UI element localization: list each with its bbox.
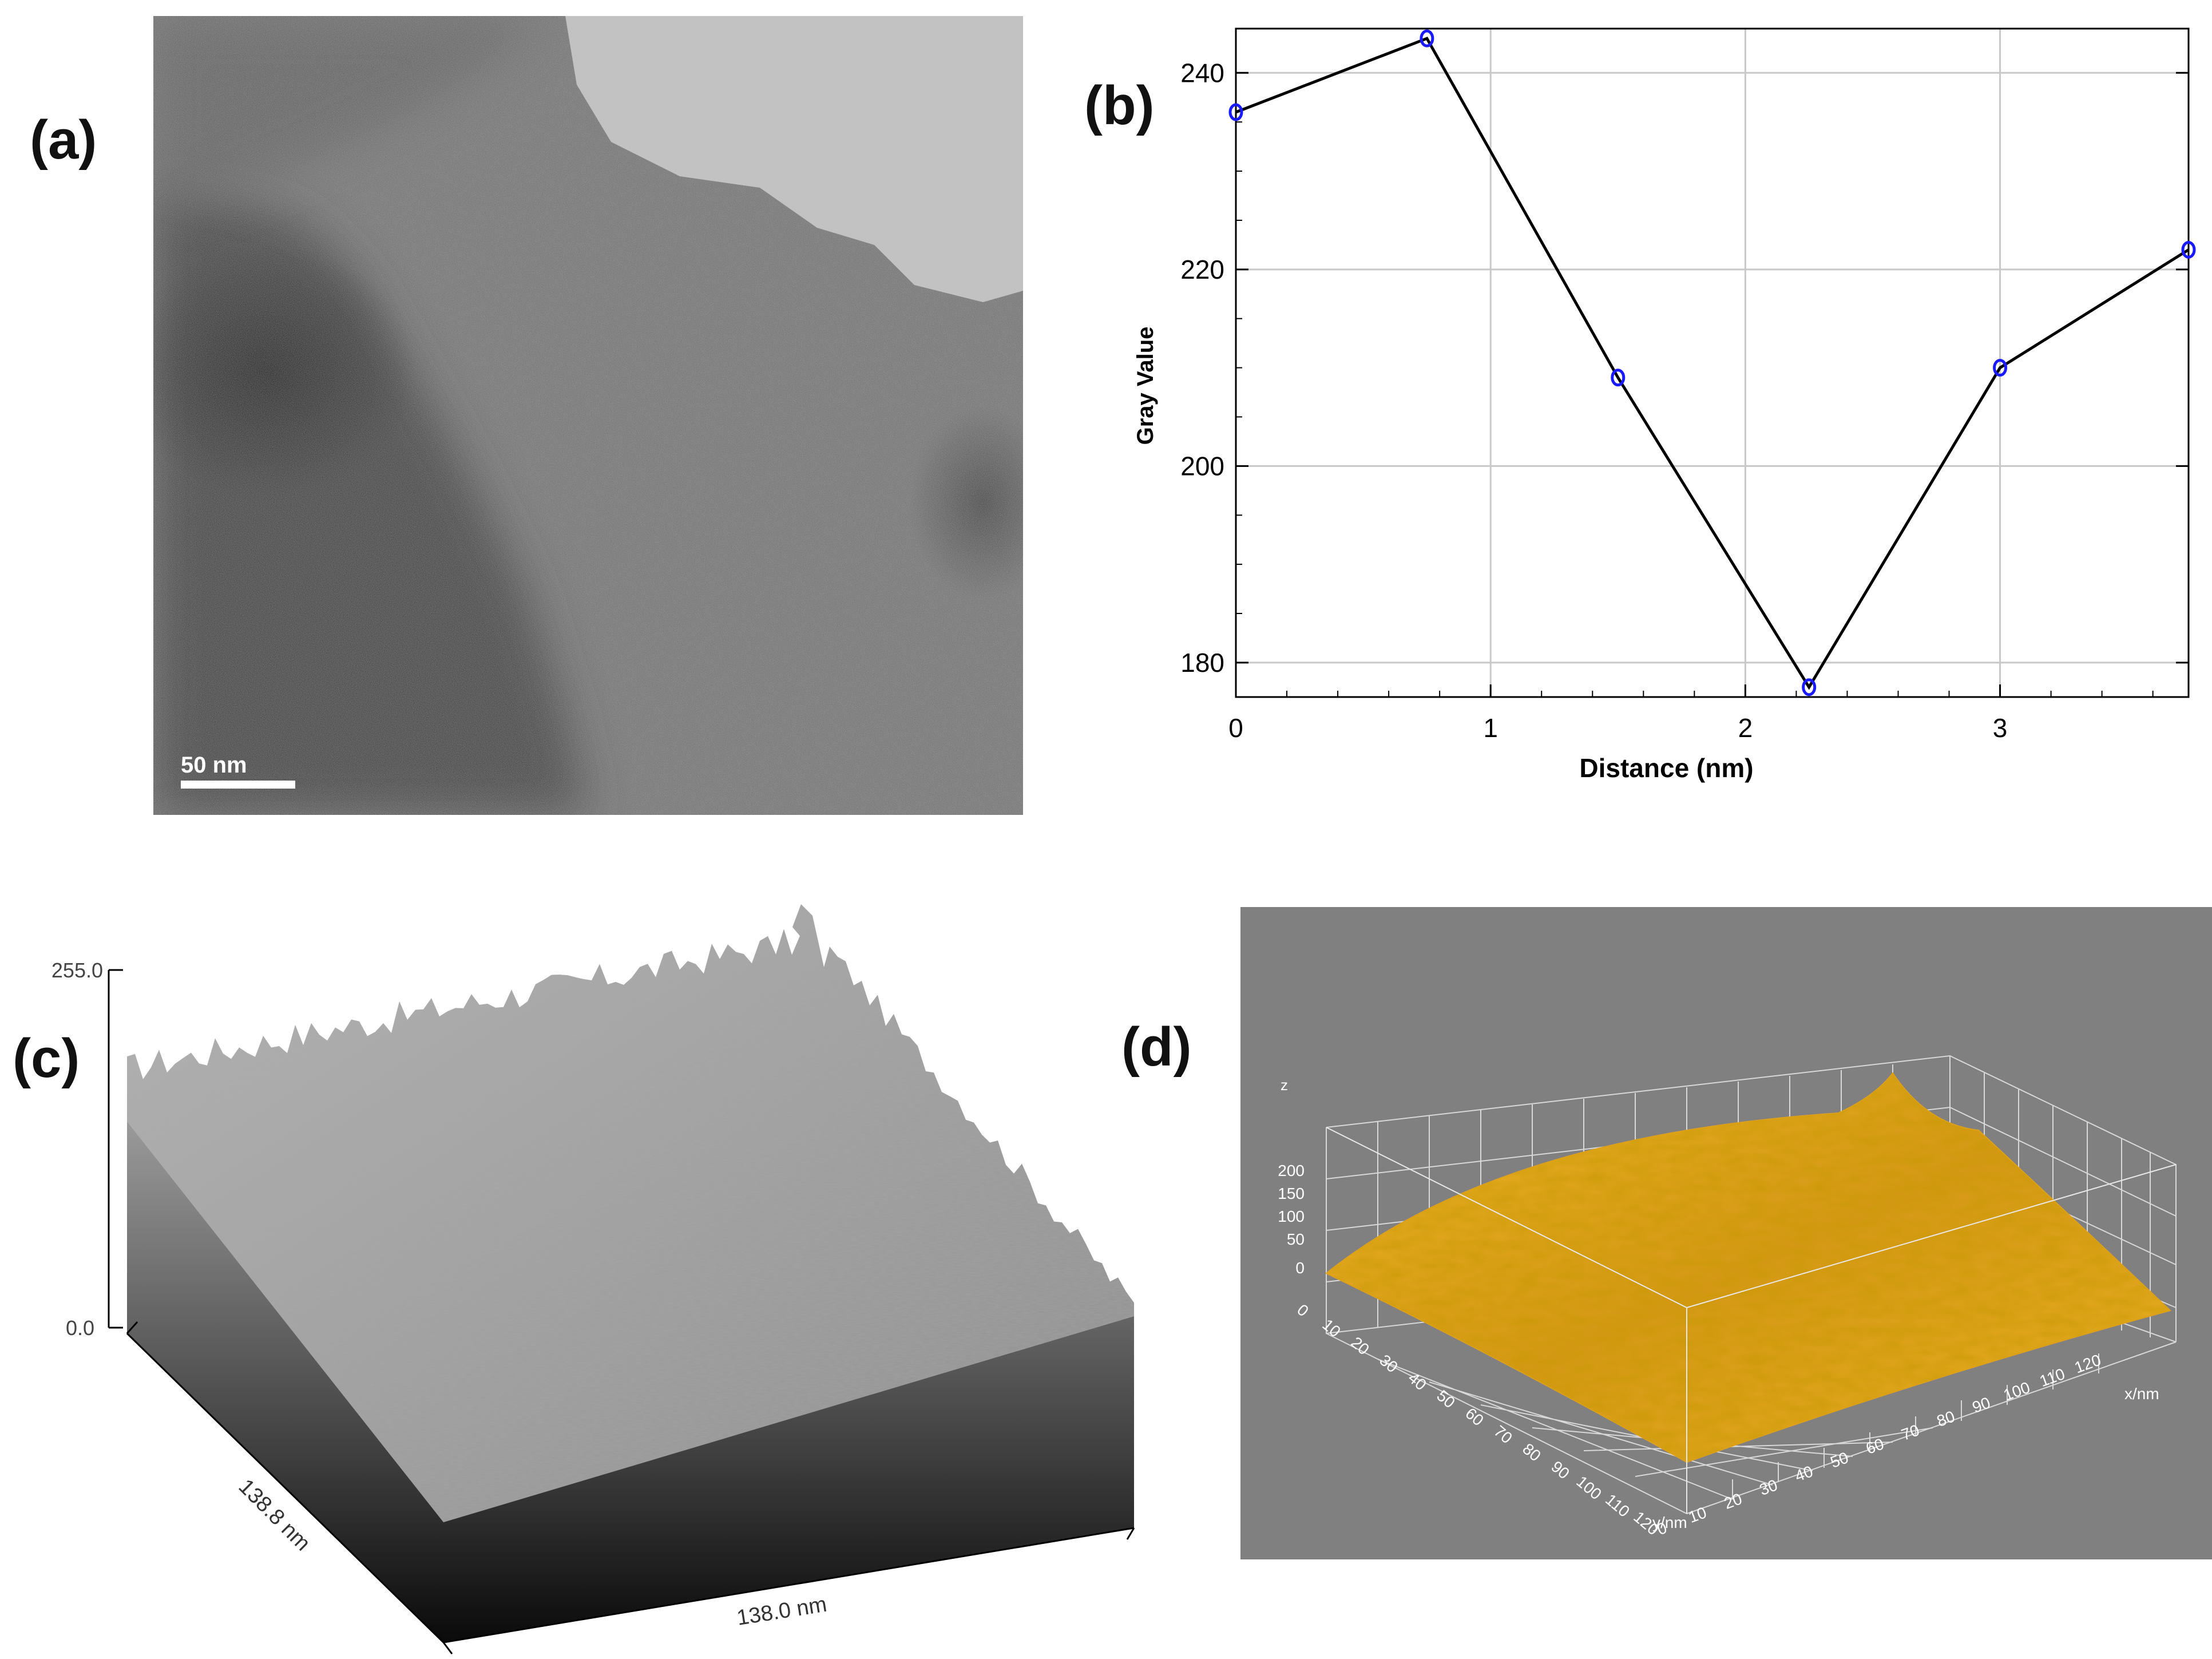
z-tick-label: 50 (1287, 1230, 1305, 1248)
y-side-axis (126, 1332, 445, 1644)
y-axis-end-tick (126, 1321, 138, 1335)
gray-value-chart: 0 1 2 3 180 200 220 240 Distance (nm) Gray Valu… (1133, 27, 2196, 783)
x-tick-label: 0 (1228, 713, 1243, 743)
scale-bar (181, 781, 295, 789)
panel-label-c: (c) (13, 1028, 80, 1089)
panel-label-a: (a) (30, 109, 97, 171)
x-tick-label: 3 (1993, 713, 2008, 743)
z-tick-labels: 200 150 100 50 0 (1278, 1162, 1305, 1277)
axis-ticks (1235, 72, 2189, 697)
x-tick-label: 2 (1738, 713, 1753, 743)
x-tick-label: 1 (1483, 713, 1498, 743)
series-line (1235, 37, 2190, 690)
data-point (1228, 103, 1243, 121)
z-max-label: 255.0 (51, 959, 103, 982)
y-axis-label: Gray Value (1133, 327, 1158, 445)
front-grid (1326, 1127, 2177, 1514)
data-point (1802, 678, 1817, 696)
y-tick-label: 240 (1180, 58, 1224, 88)
y-tick-label: 180 (1180, 648, 1224, 678)
x-axis-label: Distance (nm) (1579, 753, 1753, 783)
chart-grid (1235, 29, 2189, 697)
panel-label-b: (b) (1084, 75, 1155, 136)
scale-bar-label: 50 nm (181, 753, 247, 778)
z-tick-label: 100 (1278, 1207, 1305, 1225)
corner-tick (442, 1642, 453, 1654)
x-axis-label: x/nm (2124, 1385, 2159, 1403)
data-point (2181, 240, 2196, 259)
x-side-label: 138.0 nm (735, 1593, 828, 1630)
tem-micrograph: 50 nm (153, 16, 1023, 815)
y-axis-label: y/nm (1652, 1514, 1687, 1531)
z-axis-label: z (1281, 1076, 1288, 1094)
x-side-axis (443, 1527, 1135, 1644)
surface-front-face (127, 1122, 1134, 1642)
plot-frame (1235, 27, 2190, 698)
z-tick-label: 200 (1278, 1162, 1305, 1179)
z-min-label: 0.0 (66, 1316, 94, 1340)
x-axis-end-tick (1126, 1527, 1135, 1540)
gray-surface-plot: 255.0 0.0 138.8 nm 138.0 nm (51, 904, 1135, 1654)
data-point (1420, 29, 1434, 47)
tick-labels: 0 1 2 3 180 200 220 240 (1180, 58, 2007, 743)
data-points (1228, 29, 2196, 696)
z-tick-label: 0 (1295, 1259, 1305, 1277)
tem-noise (153, 16, 1023, 815)
panel-label-d: (d) (1121, 1016, 1192, 1078)
z-tick-label: 150 (1278, 1185, 1305, 1202)
y-tick-label: 200 (1180, 451, 1224, 481)
data-point (1993, 359, 2008, 377)
data-point (1611, 369, 1626, 387)
y-tick-label: 220 (1180, 255, 1224, 284)
